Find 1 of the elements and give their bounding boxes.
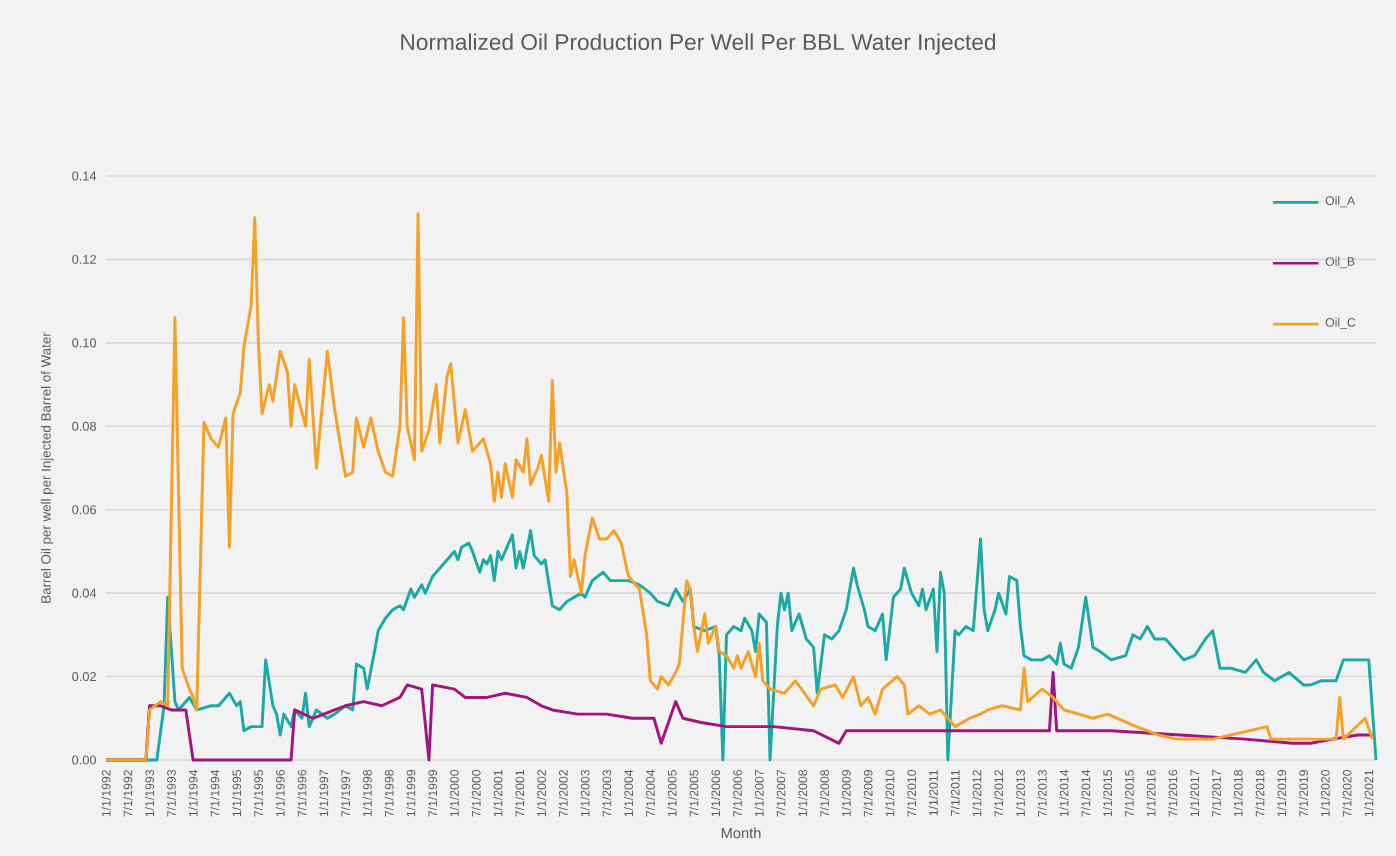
chart-title: Normalized Oil Production Per Well Per BBL Water Injected (401, 33, 996, 55)
